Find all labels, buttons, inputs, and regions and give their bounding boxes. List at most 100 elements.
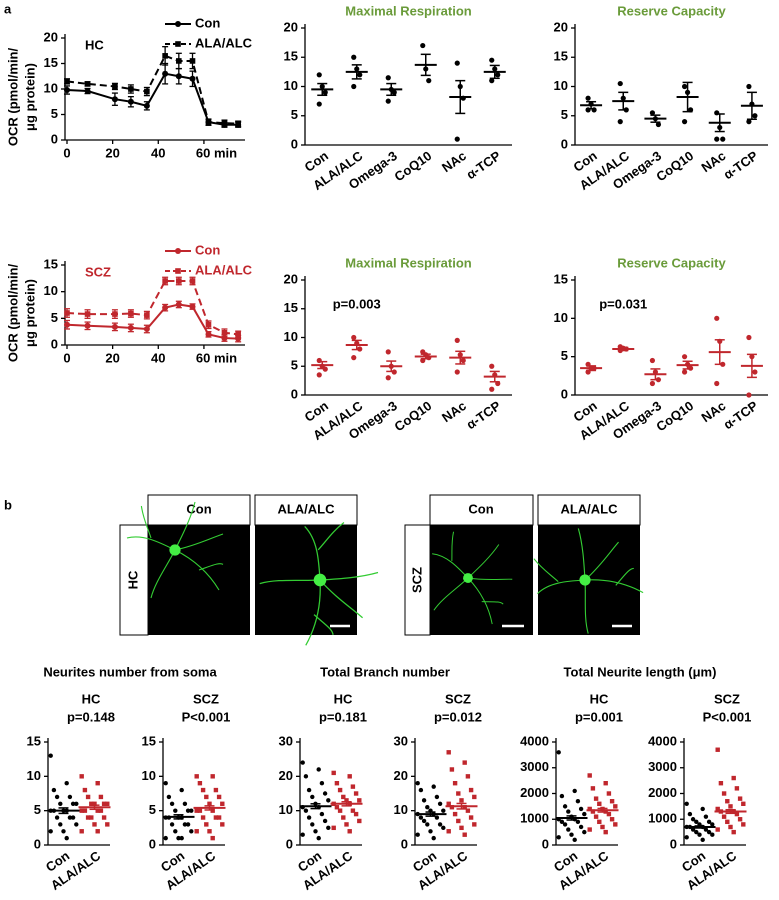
data-point bbox=[51, 787, 57, 793]
y-tick-label: 0 bbox=[51, 336, 58, 351]
data-point bbox=[61, 829, 66, 834]
y-tick-label: 10 bbox=[279, 802, 293, 817]
chart-title: HC bbox=[590, 691, 609, 706]
data-point bbox=[353, 791, 359, 796]
y-tick-label: 20 bbox=[279, 768, 293, 783]
data-point bbox=[189, 278, 196, 284]
data-point bbox=[556, 835, 561, 840]
micrograph bbox=[148, 525, 250, 635]
data-point bbox=[569, 832, 574, 837]
data-point bbox=[681, 354, 688, 360]
data-point bbox=[582, 829, 587, 835]
data-point bbox=[74, 822, 79, 827]
data-point bbox=[587, 773, 592, 778]
column-label: ALA/ALC bbox=[560, 501, 618, 516]
row-box bbox=[404, 524, 431, 636]
data-point bbox=[741, 801, 746, 806]
data-point bbox=[300, 760, 305, 765]
row-label: SCZ bbox=[409, 567, 424, 593]
data-point bbox=[385, 375, 391, 381]
data-point bbox=[613, 822, 618, 827]
y-tick-label: 10 bbox=[142, 768, 156, 783]
data-point bbox=[163, 781, 168, 786]
data-point bbox=[690, 817, 696, 822]
data-point bbox=[454, 136, 460, 142]
data-point bbox=[67, 794, 73, 800]
chart-subtitle: p=0.181 bbox=[319, 709, 367, 724]
data-point bbox=[197, 808, 203, 813]
data-point bbox=[194, 808, 199, 813]
data-point bbox=[111, 96, 118, 103]
chart-subtitle: P<0.001 bbox=[703, 709, 752, 724]
data-point bbox=[162, 278, 168, 284]
data-point bbox=[425, 822, 430, 827]
data-point bbox=[331, 825, 336, 831]
data-point bbox=[64, 310, 70, 316]
data-point bbox=[189, 75, 196, 82]
data-point bbox=[176, 835, 181, 841]
data-point bbox=[489, 386, 495, 392]
data-point bbox=[175, 73, 182, 80]
data-point bbox=[306, 787, 312, 793]
data-point bbox=[54, 794, 60, 800]
data-point bbox=[710, 832, 715, 837]
data-point bbox=[64, 321, 70, 328]
data-point bbox=[597, 801, 602, 806]
data-point bbox=[111, 323, 118, 330]
panel-label: a bbox=[4, 1, 12, 16]
data-point bbox=[562, 804, 568, 809]
data-point bbox=[714, 136, 720, 142]
data-point bbox=[54, 815, 60, 820]
data-point bbox=[128, 310, 134, 317]
data-point bbox=[434, 815, 440, 820]
data-point bbox=[351, 334, 357, 341]
data-point bbox=[74, 801, 79, 806]
y-tick-label: 0 bbox=[51, 131, 58, 146]
data-point bbox=[357, 798, 362, 803]
data-point bbox=[462, 832, 467, 837]
data-point bbox=[737, 796, 743, 801]
data-point bbox=[101, 815, 107, 820]
data-point bbox=[606, 811, 612, 817]
data-point bbox=[462, 805, 467, 810]
data-point bbox=[235, 331, 241, 338]
y-tick-label: 0 bbox=[542, 836, 549, 851]
data-point bbox=[347, 774, 352, 779]
y-tick-label: 10 bbox=[554, 78, 568, 93]
data-point bbox=[48, 753, 53, 758]
data-point bbox=[334, 781, 340, 786]
data-point bbox=[127, 98, 134, 105]
y-axis-label: OCR (pmol/min/ bbox=[5, 264, 20, 363]
data-point bbox=[418, 815, 424, 820]
data-point bbox=[690, 827, 696, 832]
data-point bbox=[316, 72, 322, 78]
y-tick-label: 15 bbox=[44, 256, 58, 271]
data-point bbox=[421, 818, 427, 824]
data-point bbox=[418, 787, 424, 793]
data-point bbox=[710, 822, 715, 827]
data-point bbox=[316, 372, 322, 378]
data-point bbox=[84, 88, 91, 95]
data-point bbox=[609, 799, 615, 804]
data-point bbox=[64, 781, 69, 786]
row-box bbox=[119, 524, 149, 636]
data-point bbox=[85, 794, 91, 800]
data-point bbox=[460, 357, 466, 364]
y-tick-label: 5 bbox=[51, 106, 58, 121]
data-point bbox=[425, 805, 430, 810]
data-point bbox=[752, 369, 758, 375]
group-title: Neurites number from soma bbox=[43, 664, 217, 679]
data-point bbox=[617, 80, 623, 87]
data-point bbox=[350, 784, 356, 789]
data-point bbox=[173, 808, 178, 813]
data-point bbox=[162, 304, 169, 311]
data-point bbox=[303, 774, 309, 779]
data-point bbox=[341, 794, 346, 800]
data-point bbox=[58, 822, 63, 827]
data-point bbox=[176, 58, 182, 64]
data-point bbox=[166, 794, 172, 800]
y-tick-label: 15 bbox=[284, 49, 298, 64]
y-tick-label: 1000 bbox=[520, 811, 549, 826]
data-point bbox=[331, 770, 336, 776]
data-point bbox=[694, 829, 699, 835]
